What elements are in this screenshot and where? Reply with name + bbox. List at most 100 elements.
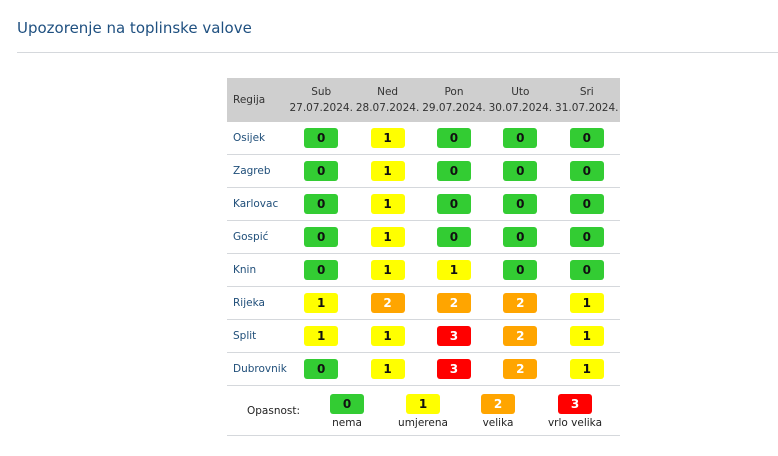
level-badge: 2 <box>436 293 471 313</box>
level-cell: 0 <box>553 122 620 155</box>
level-cell: 1 <box>288 319 355 353</box>
level-badge: 0 <box>503 161 538 181</box>
day-date: 30.07.2024. <box>488 102 553 114</box>
level-cell: 1 <box>420 253 488 287</box>
level-badge: 1 <box>569 359 604 379</box>
level-cell: 0 <box>288 220 355 254</box>
table-row: Osijek 0 1 0 0 0 <box>227 122 620 155</box>
table-row: Split 1 1 3 2 1 <box>227 319 620 353</box>
region-name: Zagreb <box>227 154 288 188</box>
legend-text: nema <box>332 417 362 429</box>
legend-text: velika <box>482 417 514 429</box>
level-cell: 1 <box>354 253 421 287</box>
level-badge: 2 <box>503 326 538 346</box>
level-cell: 1 <box>354 154 421 188</box>
region-name: Knin <box>227 253 288 287</box>
day-date: 28.07.2024. <box>355 102 420 114</box>
level-cell: 1 <box>553 286 620 320</box>
level-badge: 0 <box>569 128 604 148</box>
region-name: Osijek <box>227 122 288 155</box>
level-cell: 0 <box>487 154 554 188</box>
day-date: 27.07.2024. <box>289 102 353 114</box>
level-cell: 3 <box>420 319 488 353</box>
level-badge: 0 <box>304 260 339 280</box>
region-name: Dubrovnik <box>227 352 288 386</box>
level-cell: 0 <box>553 187 620 221</box>
level-badge: 1 <box>370 161 405 181</box>
level-cell: 0 <box>288 187 355 221</box>
table-row: Knin 0 1 1 0 0 <box>227 253 620 287</box>
day-header: Sub 27.07.2024. <box>288 78 355 122</box>
level-badge: 0 <box>569 161 604 181</box>
level-cell: 1 <box>354 352 421 386</box>
level-badge: 1 <box>370 326 405 346</box>
level-badge: 2 <box>503 293 538 313</box>
level-cell: 0 <box>553 253 620 287</box>
table-row: Dubrovnik 0 1 3 2 1 <box>227 352 620 386</box>
region-name: Rijeka <box>227 286 288 320</box>
level-cell: 1 <box>354 319 421 353</box>
page-title: Upozorenje na toplinske valove <box>17 19 252 37</box>
level-cell: 3 <box>420 352 488 386</box>
level-cell: 0 <box>420 154 488 188</box>
level-badge: 1 <box>304 326 339 346</box>
level-badge: 1 <box>370 128 405 148</box>
level-cell: 1 <box>354 187 421 221</box>
level-cell: 0 <box>288 122 355 155</box>
level-badge: 1 <box>370 359 405 379</box>
divider <box>17 52 778 53</box>
level-badge: 1 <box>406 394 440 414</box>
level-badge: 3 <box>436 326 471 346</box>
heatwave-table: Regija Sub 27.07.2024. Ned 28.07.2024. Pon 29.… <box>227 78 620 386</box>
table-row: Gospić 0 1 0 0 0 <box>227 220 620 254</box>
level-cell: 1 <box>354 220 421 254</box>
level-cell: 2 <box>487 319 554 353</box>
level-cell: 0 <box>553 220 620 254</box>
level-badge: 1 <box>569 293 604 313</box>
level-cell: 0 <box>288 154 355 188</box>
level-badge: 0 <box>330 394 364 414</box>
level-badge: 1 <box>436 260 471 280</box>
legend-text: umjerena <box>398 417 448 429</box>
table-header: Regija Sub 27.07.2024. Ned 28.07.2024. Pon 29.… <box>227 78 620 122</box>
day-header: Pon 29.07.2024. <box>420 78 488 122</box>
level-cell: 0 <box>420 220 488 254</box>
legend-item: 3 vrlo velika <box>535 394 615 429</box>
level-badge: 0 <box>436 227 471 247</box>
level-cell: 1 <box>354 122 421 155</box>
level-badge: 1 <box>370 227 405 247</box>
day-name: Sub <box>311 86 332 98</box>
legend-item: 2 velika <box>458 394 538 429</box>
day-name: Uto <box>511 86 530 98</box>
day-header: Uto 30.07.2024. <box>487 78 554 122</box>
level-badge: 1 <box>370 260 405 280</box>
level-cell: 0 <box>420 122 488 155</box>
level-cell: 2 <box>420 286 488 320</box>
level-cell: 1 <box>553 319 620 353</box>
region-header: Regija <box>227 78 288 122</box>
level-badge: 0 <box>569 260 604 280</box>
level-cell: 0 <box>487 253 554 287</box>
level-badge: 0 <box>569 227 604 247</box>
level-badge: 0 <box>304 194 339 214</box>
level-cell: 0 <box>487 122 554 155</box>
day-date: 31.07.2024. <box>555 102 619 114</box>
level-cell: 0 <box>288 253 355 287</box>
level-cell: 0 <box>288 352 355 386</box>
region-name: Split <box>227 319 288 353</box>
level-badge: 0 <box>503 128 538 148</box>
level-badge: 0 <box>436 128 471 148</box>
legend-text: vrlo velika <box>547 417 603 429</box>
level-badge: 0 <box>436 194 471 214</box>
level-cell: 1 <box>553 352 620 386</box>
level-badge: 0 <box>503 260 538 280</box>
level-badge: 0 <box>503 227 538 247</box>
table-row: Zagreb 0 1 0 0 0 <box>227 154 620 188</box>
level-badge: 0 <box>304 227 339 247</box>
level-cell: 0 <box>553 154 620 188</box>
level-cell: 2 <box>487 286 554 320</box>
level-cell: 1 <box>288 286 355 320</box>
level-badge: 0 <box>503 194 538 214</box>
day-date: 29.07.2024. <box>422 102 486 114</box>
legend-label: Opasnost: <box>247 405 301 417</box>
